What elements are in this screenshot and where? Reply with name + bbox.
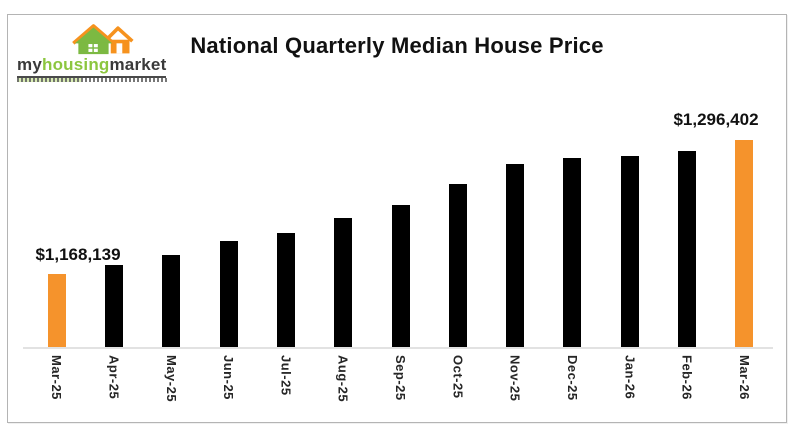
bar-slot bbox=[716, 127, 773, 347]
x-tick-slot: Dec-25 bbox=[544, 355, 601, 421]
bar-Jul-25 bbox=[276, 233, 295, 347]
bar-slot bbox=[200, 127, 257, 347]
bar-Nov-25 bbox=[506, 164, 525, 347]
x-tick-slot: Apr-25 bbox=[85, 355, 142, 421]
logo-tagline-strip bbox=[17, 78, 169, 82]
x-tick-slot: Sep-25 bbox=[372, 355, 429, 421]
bar-Aug-25 bbox=[334, 218, 353, 347]
x-tick-slot: May-25 bbox=[143, 355, 200, 421]
chart-title: National Quarterly Median House Price bbox=[190, 33, 604, 58]
x-tick-slot: Jul-25 bbox=[257, 355, 314, 421]
x-tick-label-May-25: May-25 bbox=[163, 355, 179, 403]
bar-May-25 bbox=[162, 255, 181, 347]
x-tick-slot: Oct-25 bbox=[429, 355, 486, 421]
bar-Oct-25 bbox=[448, 184, 467, 347]
bar-slot bbox=[257, 127, 314, 347]
x-tick-label-Feb-26: Feb-26 bbox=[679, 355, 695, 400]
bar-Mar-26 bbox=[735, 140, 754, 347]
bar-Jun-25 bbox=[219, 241, 238, 347]
x-tick-label-Mar-26: Mar-26 bbox=[736, 355, 752, 400]
x-tick-slot: Nov-25 bbox=[487, 355, 544, 421]
x-tick-label-Jan-26: Jan-26 bbox=[622, 355, 638, 400]
x-tick-slot: Mar-26 bbox=[716, 355, 773, 421]
logo-text-housing: housing bbox=[41, 55, 110, 74]
bar-slot bbox=[85, 127, 142, 347]
x-tick-label-Dec-25: Dec-25 bbox=[564, 355, 580, 401]
bar-slot bbox=[143, 127, 200, 347]
chart-frame: myhousingmarket National Quarterly Media… bbox=[7, 14, 787, 423]
logo-wordmark: myhousingmarket bbox=[17, 55, 167, 78]
bars-container bbox=[28, 127, 773, 347]
bar-slot bbox=[487, 127, 544, 347]
logo-text-my: my bbox=[17, 55, 42, 74]
x-tick-slot: Mar-25 bbox=[28, 355, 85, 421]
x-tick-label-Jul-25: Jul-25 bbox=[278, 355, 294, 396]
bar-Mar-25 bbox=[47, 274, 66, 347]
x-tick-slot: Jun-25 bbox=[200, 355, 257, 421]
x-axis-labels: Mar-25 Apr-25 May-25 Jun-25 Jul-25 Aug-25 Sep-… bbox=[28, 355, 773, 421]
data-label-last: $1,296,402 bbox=[673, 110, 759, 129]
logo-text-market: market bbox=[109, 55, 167, 74]
data-label-first: $1,168,139 bbox=[35, 245, 121, 264]
x-axis-line bbox=[23, 347, 773, 349]
bar-slot bbox=[601, 127, 658, 347]
x-tick-label-Apr-25: Apr-25 bbox=[106, 355, 122, 400]
bar-slot bbox=[315, 127, 372, 347]
x-tick-label-Mar-25: Mar-25 bbox=[49, 355, 65, 400]
bar-Dec-25 bbox=[563, 158, 582, 347]
bar-slot bbox=[372, 127, 429, 347]
x-tick-label-Oct-25: Oct-25 bbox=[450, 355, 466, 399]
x-tick-label-Jun-25: Jun-25 bbox=[221, 355, 237, 400]
x-tick-slot: Aug-25 bbox=[315, 355, 372, 421]
bar-slot bbox=[658, 127, 715, 347]
x-tick-label-Nov-25: Nov-25 bbox=[507, 355, 523, 402]
x-tick-slot: Feb-26 bbox=[658, 355, 715, 421]
x-tick-label-Aug-25: Aug-25 bbox=[335, 355, 351, 403]
bar-slot bbox=[544, 127, 601, 347]
bar-slot bbox=[429, 127, 486, 347]
logo-houses-icon bbox=[72, 24, 134, 55]
bar-Apr-25 bbox=[104, 265, 123, 347]
bar-slot bbox=[28, 127, 85, 347]
bar-Sep-25 bbox=[391, 205, 410, 347]
bar-Feb-26 bbox=[678, 151, 697, 347]
x-tick-slot: Jan-26 bbox=[601, 355, 658, 421]
bar-Jan-26 bbox=[620, 156, 639, 347]
x-tick-label-Sep-25: Sep-25 bbox=[393, 355, 409, 401]
